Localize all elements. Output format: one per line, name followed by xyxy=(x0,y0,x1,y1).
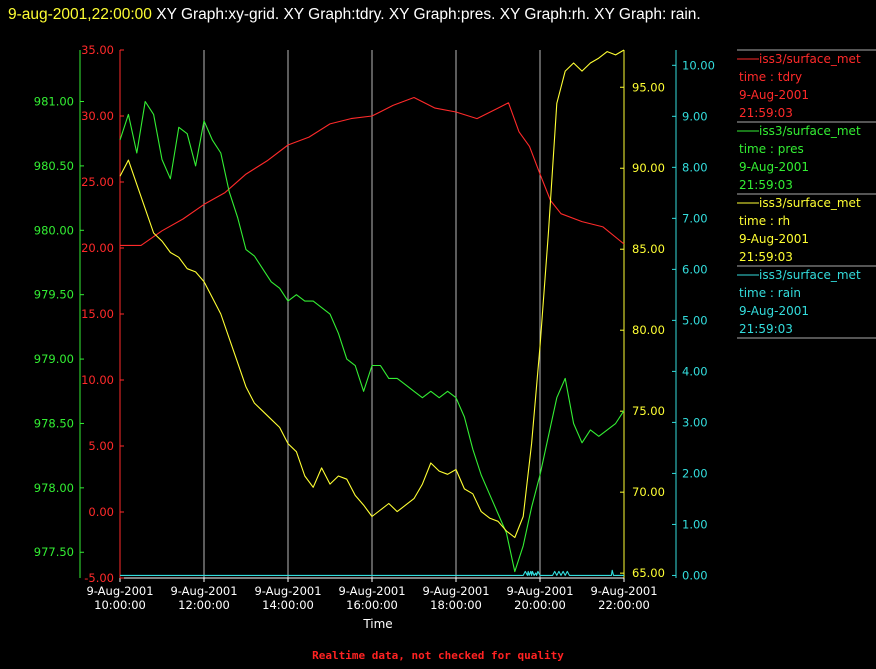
legend-time-rh: 21:59:03 xyxy=(739,250,793,264)
legend-var-rain: time : rain xyxy=(739,286,801,300)
legend-date-rain: 9-Aug-2001 xyxy=(739,304,809,318)
x-tick-label-time: 12:00:00 xyxy=(178,598,230,612)
rain-tick-label: 8.00 xyxy=(682,160,708,174)
pres-tick-label: 981.00 xyxy=(34,95,74,109)
legend-var-pres: time : pres xyxy=(739,142,804,156)
rain-tick-label: 10.00 xyxy=(682,58,715,72)
x-tick-label-date: 9-Aug-2001 xyxy=(338,584,405,598)
legend-time-tdry: 21:59:03 xyxy=(739,106,793,120)
tdry-tick-label: 5.00 xyxy=(88,439,114,453)
legend-name-rh: iss3/surface_met xyxy=(759,196,861,210)
pres-tick-label: 978.00 xyxy=(34,481,74,495)
rain-tick-label: 9.00 xyxy=(682,109,708,123)
series-rain-line xyxy=(120,569,624,576)
pres-tick-label: 980.00 xyxy=(34,223,74,237)
x-tick-label-date: 9-Aug-2001 xyxy=(170,584,237,598)
rain-tick-label: 5.00 xyxy=(682,313,708,327)
series-tdry-line xyxy=(120,96,625,246)
rain-tick-label: 3.00 xyxy=(682,415,708,429)
legend-var-rh: time : rh xyxy=(739,214,790,228)
pres-tick-label: 979.00 xyxy=(34,352,74,366)
rh-tick-label: 65.00 xyxy=(632,566,665,580)
x-tick-label-date: 9-Aug-2001 xyxy=(422,584,489,598)
tdry-tick-label: 35.00 xyxy=(81,43,114,57)
rain-tick-label: 7.00 xyxy=(682,211,708,225)
rain-tick-label: 1.00 xyxy=(682,517,708,531)
rain-tick-label: 2.00 xyxy=(682,466,708,480)
chart-title: 9-aug-2001,22:00:00 XY Graph:xy-grid. XY… xyxy=(8,2,868,27)
legend-date-tdry: 9-Aug-2001 xyxy=(739,88,809,102)
tdry-tick-label: 25.00 xyxy=(81,175,114,189)
quality-note: Realtime data, not checked for quality xyxy=(312,649,564,662)
rh-tick-label: 95.00 xyxy=(632,80,665,94)
x-tick-label-date: 9-Aug-2001 xyxy=(590,584,657,598)
tdry-tick-label: 10.00 xyxy=(81,373,114,387)
tdry-tick-label: -5.00 xyxy=(84,571,114,585)
title-graph-list: XY Graph:xy-grid. XY Graph:tdry. XY Grap… xyxy=(151,6,701,23)
series-rh-line xyxy=(119,49,625,539)
pres-tick-label: 979.50 xyxy=(34,288,74,302)
pres-tick-label: 980.50 xyxy=(34,159,74,173)
series-pres-line xyxy=(119,100,625,573)
x-tick-label-time: 22:00:00 xyxy=(598,598,650,612)
legend-date-rh: 9-Aug-2001 xyxy=(739,232,809,246)
x-axis-title: Time xyxy=(362,617,392,631)
legend-var-tdry: time : tdry xyxy=(739,70,802,84)
x-tick-label-date: 9-Aug-2001 xyxy=(506,584,573,598)
title-timestamp: 9-aug-2001,22:00:00 xyxy=(8,6,152,23)
rh-tick-label: 85.00 xyxy=(632,242,665,256)
tdry-tick-label: 20.00 xyxy=(81,241,114,255)
tdry-tick-label: 15.00 xyxy=(81,307,114,321)
rh-tick-label: 75.00 xyxy=(632,404,665,418)
x-tick-label-time: 14:00:00 xyxy=(262,598,314,612)
x-tick-label-time: 18:00:00 xyxy=(430,598,482,612)
x-tick-label-time: 16:00:00 xyxy=(346,598,398,612)
rain-tick-label: 0.00 xyxy=(682,568,708,582)
rain-tick-label: 6.00 xyxy=(682,262,708,276)
legend-date-pres: 9-Aug-2001 xyxy=(739,160,809,174)
x-tick-label-time: 10:00:00 xyxy=(94,598,146,612)
pres-tick-label: 977.50 xyxy=(34,545,74,559)
legend-name-tdry: iss3/surface_met xyxy=(759,52,861,66)
rh-tick-label: 80.00 xyxy=(632,323,665,337)
rh-tick-label: 90.00 xyxy=(632,161,665,175)
x-tick-label-time: 20:00:00 xyxy=(514,598,566,612)
legend-time-pres: 21:59:03 xyxy=(739,178,793,192)
x-tick-label-date: 9-Aug-2001 xyxy=(254,584,321,598)
tdry-tick-label: 0.00 xyxy=(88,505,114,519)
x-tick-label-date: 9-Aug-2001 xyxy=(86,584,153,598)
rain-tick-label: 4.00 xyxy=(682,364,708,378)
legend-name-rain: iss3/surface_met xyxy=(759,268,861,282)
tdry-tick-label: 30.00 xyxy=(81,109,114,123)
legend-name-pres: iss3/surface_met xyxy=(759,124,861,138)
rh-tick-label: 70.00 xyxy=(632,485,665,499)
pres-tick-label: 978.50 xyxy=(34,416,74,430)
legend-time-rain: 21:59:03 xyxy=(739,322,793,336)
